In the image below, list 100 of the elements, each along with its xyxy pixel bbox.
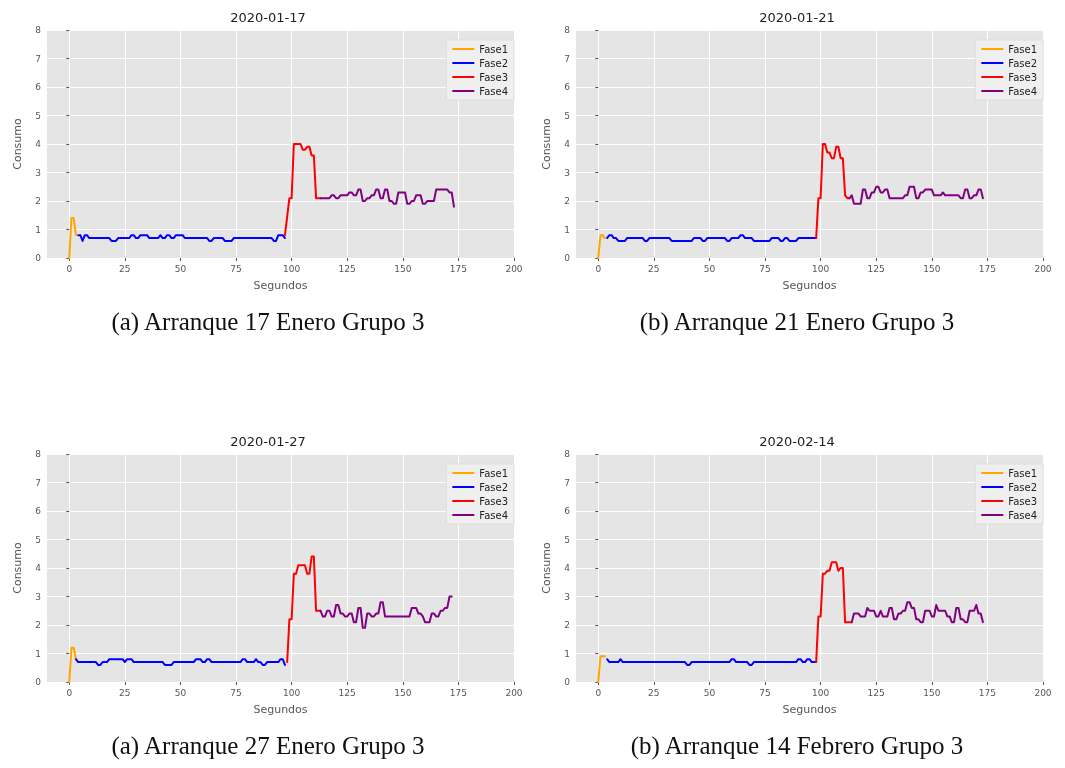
x-tick-label: 100 — [283, 687, 301, 698]
x-tick-label: 50 — [703, 263, 716, 274]
x-tick-label: 175 — [978, 263, 996, 274]
x-tick-label: 25 — [648, 263, 660, 274]
x-tick-label: 0 — [595, 263, 602, 274]
x-tick-label: 200 — [505, 263, 523, 274]
x-tick-label: 100 — [812, 687, 830, 698]
text: (b) Arranque 21 Enero Grupo 3 — [638, 308, 956, 336]
line-series — [319, 595, 453, 629]
y-tick-label: 5 — [35, 110, 41, 121]
text: (a) Arranque 17 Enero Grupo 3 — [110, 308, 426, 336]
y-tick-label: 4 — [564, 563, 571, 573]
x-tick-label: 200 — [1034, 263, 1052, 274]
chart-title: 2020-01-17 — [230, 10, 306, 25]
x-tick-label: 25 — [119, 687, 131, 698]
y-tick-label: 0 — [564, 677, 571, 687]
y-axis-title: Consumo — [11, 117, 24, 170]
legend-label: Fase2 — [479, 57, 508, 69]
legend-label: Fase4 — [1008, 85, 1037, 97]
x-axis-title: Segundos — [782, 703, 837, 716]
legend-label: Fase2 — [479, 481, 508, 493]
y-tick-label: 3 — [564, 591, 570, 602]
legend-label: Fase3 — [479, 71, 508, 83]
chart-title: 2020-01-27 — [230, 434, 306, 449]
x-tick-label: 125 — [867, 263, 885, 274]
y-tick-label: 2 — [564, 196, 570, 206]
y-tick-label: 2 — [35, 196, 41, 206]
y-axis-title: Consumo — [11, 541, 24, 594]
y-tick-label: 8 — [35, 449, 42, 459]
y-tick-label: 2 — [35, 620, 41, 630]
y-tick-label: 6 — [564, 506, 571, 516]
y-tick-label: 7 — [35, 53, 41, 64]
legend-label: Fase2 — [1008, 57, 1037, 69]
chart-title: 2020-02-14 — [759, 434, 835, 449]
y-tick-label: 3 — [35, 167, 41, 178]
x-tick-label: 75 — [759, 263, 771, 274]
y-tick-label: 3 — [35, 591, 41, 602]
legend-label: Fase1 — [479, 467, 508, 479]
legend-label: Fase3 — [479, 495, 508, 507]
x-tick-label: 75 — [230, 263, 242, 274]
x-tick-label: 150 — [923, 263, 941, 274]
line-series — [286, 555, 322, 664]
y-tick-label: 1 — [564, 648, 570, 659]
x-tick-label: 150 — [923, 687, 941, 698]
y-tick-label: 0 — [35, 677, 42, 687]
y-tick-label: 4 — [35, 139, 42, 149]
x-tick-label: 75 — [759, 687, 771, 698]
y-tick-label: 5 — [35, 534, 41, 545]
legend-label: Fase3 — [1008, 495, 1037, 507]
x-tick-label: 200 — [505, 687, 523, 698]
y-tick-label: 5 — [564, 534, 570, 545]
y-tick-label: 6 — [564, 82, 571, 92]
y-tick-label: 0 — [35, 253, 42, 263]
y-tick-label: 4 — [564, 139, 571, 149]
line-series — [815, 143, 851, 240]
y-tick-label: 5 — [564, 110, 570, 121]
y-tick-label: 6 — [35, 82, 42, 92]
x-tick-label: 175 — [449, 687, 467, 698]
y-tick-label: 0 — [564, 253, 571, 263]
y-tick-label: 7 — [35, 477, 41, 488]
x-tick-label: 100 — [283, 263, 301, 274]
x-tick-label: 200 — [1034, 687, 1052, 698]
legend-label: Fase2 — [1008, 481, 1037, 493]
x-tick-label: 125 — [867, 687, 885, 698]
y-tick-label: 8 — [564, 25, 571, 35]
x-tick-label: 175 — [978, 687, 996, 698]
y-axis-title: Consumo — [540, 541, 553, 594]
line-series — [815, 561, 853, 664]
legend-label: Fase1 — [1008, 467, 1037, 479]
legend-label: Fase1 — [1008, 43, 1037, 55]
x-axis-title: Segundos — [253, 703, 308, 716]
y-tick-label: 1 — [35, 648, 41, 659]
y-axis-title: Consumo — [540, 117, 553, 170]
legend-label: Fase4 — [479, 509, 508, 521]
legend-label: Fase4 — [1008, 509, 1037, 521]
y-tick-label: 8 — [35, 25, 42, 35]
line-series — [319, 188, 455, 208]
x-tick-label: 150 — [394, 263, 412, 274]
x-tick-label: 25 — [648, 687, 660, 698]
y-tick-label: 6 — [35, 506, 42, 516]
legend-label: Fase4 — [479, 85, 508, 97]
x-tick-label: 0 — [595, 687, 602, 698]
y-tick-label: 2 — [564, 620, 570, 630]
y-tick-label: 1 — [35, 224, 41, 235]
y-tick-label: 8 — [564, 449, 571, 459]
chart-title: 2020-01-21 — [759, 10, 835, 25]
x-axis-title: Segundos — [253, 279, 308, 292]
x-tick-label: 50 — [703, 687, 716, 698]
line-series — [850, 601, 984, 624]
y-tick-label: 3 — [564, 167, 570, 178]
text: (b) Arranque 14 Febrero Grupo 3 — [629, 732, 965, 760]
y-tick-label: 1 — [564, 224, 570, 235]
x-tick-label: 100 — [812, 263, 830, 274]
x-tick-label: 0 — [66, 687, 73, 698]
legend-label: Fase1 — [479, 43, 508, 55]
x-tick-label: 75 — [230, 687, 242, 698]
x-tick-label: 125 — [338, 687, 356, 698]
x-tick-label: 150 — [394, 687, 412, 698]
line-series — [283, 143, 322, 237]
x-tick-label: 50 — [174, 687, 187, 698]
